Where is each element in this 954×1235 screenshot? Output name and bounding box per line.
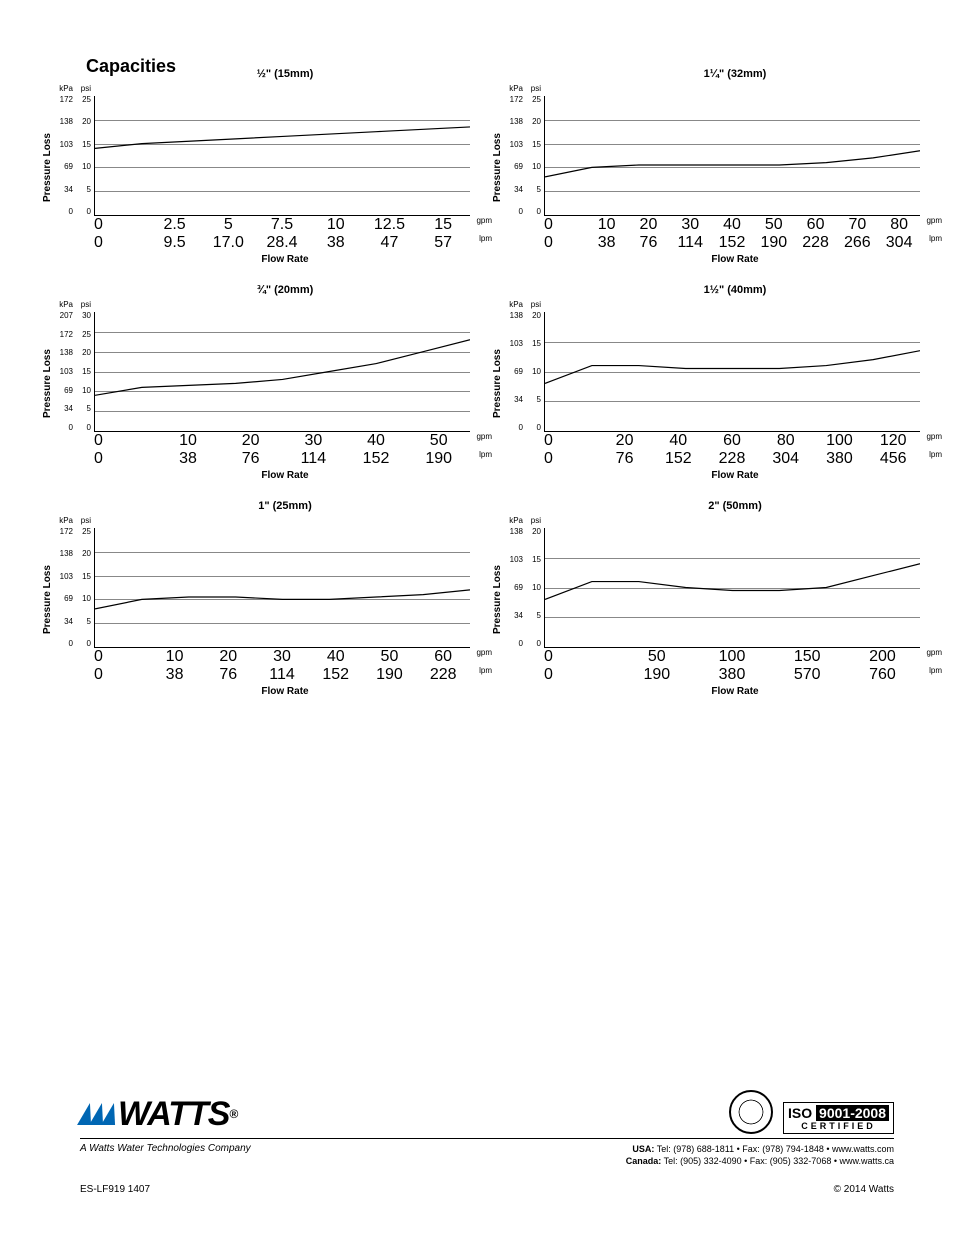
usa-contact: USA: Tel: (978) 688-1811 • Fax: (978) 79… [626, 1143, 894, 1156]
kpa-ticks: 20717213810369340 [54, 312, 76, 432]
lpm-ticks: 03876114152190228lpm [94, 666, 470, 684]
chart-c15: ½" (15mm)Pressure LosskPa17213810369340p… [40, 68, 470, 278]
lpm-ticks: 03876114152190228266304lpm [544, 234, 920, 252]
x-axis-label: Flow Rate [100, 686, 470, 697]
green-building-seal-icon [729, 1090, 773, 1134]
kpa-ticks: 13810369340 [504, 528, 526, 648]
psi-ticks: 2520151050 [76, 528, 94, 648]
curve-line [545, 528, 920, 647]
x-axis-label: Flow Rate [550, 470, 920, 481]
lpm-unit: lpm [929, 234, 942, 243]
kpa-ticks: 13810369340 [504, 312, 526, 432]
logo-text: WATTS [118, 1095, 229, 1134]
footer-mid-row: A Watts Water Technologies Company USA: … [80, 1139, 894, 1168]
y-axis-label: Pressure Loss [40, 84, 54, 252]
iso-cert-badge: ISO 9001-2008 CERTIFIED [783, 1102, 894, 1134]
x-axis-label: Flow Rate [550, 686, 920, 697]
plot-area [94, 312, 470, 432]
chart-title: 1¼" (32mm) [550, 68, 920, 80]
doc-id: ES-LF919 1407 [80, 1184, 150, 1195]
plot-area [94, 528, 470, 648]
curve-line [95, 312, 470, 431]
chart-title: 1" (25mm) [100, 500, 470, 512]
footer: WATTS® ISO 9001-2008 CERTIFIED A Watts W… [80, 1090, 894, 1195]
gpm-ticks: 01020304050607080gpm [544, 216, 920, 234]
x-axis-label: Flow Rate [100, 470, 470, 481]
y-axis-label: Pressure Loss [490, 516, 504, 684]
charts-grid: ½" (15mm)Pressure LosskPa17213810369340p… [40, 68, 920, 710]
psi-ticks: 20151050 [526, 528, 544, 648]
x-axis-label: Flow Rate [100, 254, 470, 265]
tagline: A Watts Water Technologies Company [80, 1143, 251, 1168]
gpm-unit: gpm [926, 432, 942, 441]
lpm-ticks: 03876114152190lpm [94, 450, 470, 468]
y-axis-label: Pressure Loss [40, 516, 54, 684]
chart-title: 2" (50mm) [550, 500, 920, 512]
psi-ticks: 20151050 [526, 312, 544, 432]
x-axis-label: Flow Rate [550, 254, 920, 265]
footer-top-row: WATTS® ISO 9001-2008 CERTIFIED [80, 1090, 894, 1139]
curve-line [545, 312, 920, 431]
lpm-ticks: 0190380570760lpm [544, 666, 920, 684]
chart-c20: ¾" (20mm)Pressure LosskPa207172138103693… [40, 284, 470, 494]
chart-title: 1½" (40mm) [550, 284, 920, 296]
lpm-unit: lpm [929, 666, 942, 675]
lpm-ticks: 09.517.028.4384757lpm [94, 234, 470, 252]
plot-area [544, 528, 920, 648]
plot-area [94, 96, 470, 216]
lpm-unit: lpm [929, 450, 942, 459]
chart-title: ½" (15mm) [100, 68, 470, 80]
canada-contact: Canada: Tel: (905) 332-4090 • Fax: (905)… [626, 1155, 894, 1168]
kpa-ticks: 17213810369340 [54, 96, 76, 216]
chart-c25: 1" (25mm)Pressure LosskPa17213810369340p… [40, 500, 470, 710]
chart-c32: 1¼" (32mm)Pressure LosskPa17213810369340… [490, 68, 920, 278]
gpm-ticks: 0102030405060gpm [94, 648, 470, 666]
curve-line [95, 96, 470, 215]
logo-waves-icon [80, 1103, 116, 1125]
kpa-ticks: 17213810369340 [54, 528, 76, 648]
chart-title: ¾" (20mm) [100, 284, 470, 296]
y-axis-label: Pressure Loss [490, 300, 504, 468]
y-axis-label: Pressure Loss [40, 300, 54, 468]
lpm-ticks: 076152228304380456lpm [544, 450, 920, 468]
footer-bottom-row: ES-LF919 1407 © 2014 Watts [80, 1184, 894, 1195]
contact-block: USA: Tel: (978) 688-1811 • Fax: (978) 79… [626, 1143, 894, 1168]
kpa-ticks: 17213810369340 [504, 96, 526, 216]
gpm-unit: gpm [926, 216, 942, 225]
iso-prefix: ISO [788, 1105, 812, 1121]
iso-number: 9001-2008 [816, 1105, 889, 1121]
watts-logo: WATTS® [80, 1095, 237, 1134]
iso-certified-text: CERTIFIED [788, 1121, 889, 1131]
curve-line [95, 528, 470, 647]
plot-area [544, 312, 920, 432]
gpm-ticks: 050100150200gpm [544, 648, 920, 666]
chart-c40: 1½" (40mm)Pressure LosskPa13810369340psi… [490, 284, 920, 494]
registered-mark: ® [229, 1107, 237, 1121]
psi-ticks: 2520151050 [526, 96, 544, 216]
gpm-ticks: 01020304050gpm [94, 432, 470, 450]
curve-line [545, 96, 920, 215]
gpm-unit: gpm [926, 648, 942, 657]
copyright: © 2014 Watts [834, 1184, 894, 1195]
chart-c50: 2" (50mm)Pressure LosskPa13810369340psi2… [490, 500, 920, 710]
gpm-ticks: 02.557.51012.515gpm [94, 216, 470, 234]
y-axis-label: Pressure Loss [490, 84, 504, 252]
psi-ticks: 302520151050 [76, 312, 94, 432]
plot-area [544, 96, 920, 216]
gpm-ticks: 020406080100120gpm [544, 432, 920, 450]
iso-block: ISO 9001-2008 CERTIFIED [729, 1090, 894, 1134]
psi-ticks: 2520151050 [76, 96, 94, 216]
